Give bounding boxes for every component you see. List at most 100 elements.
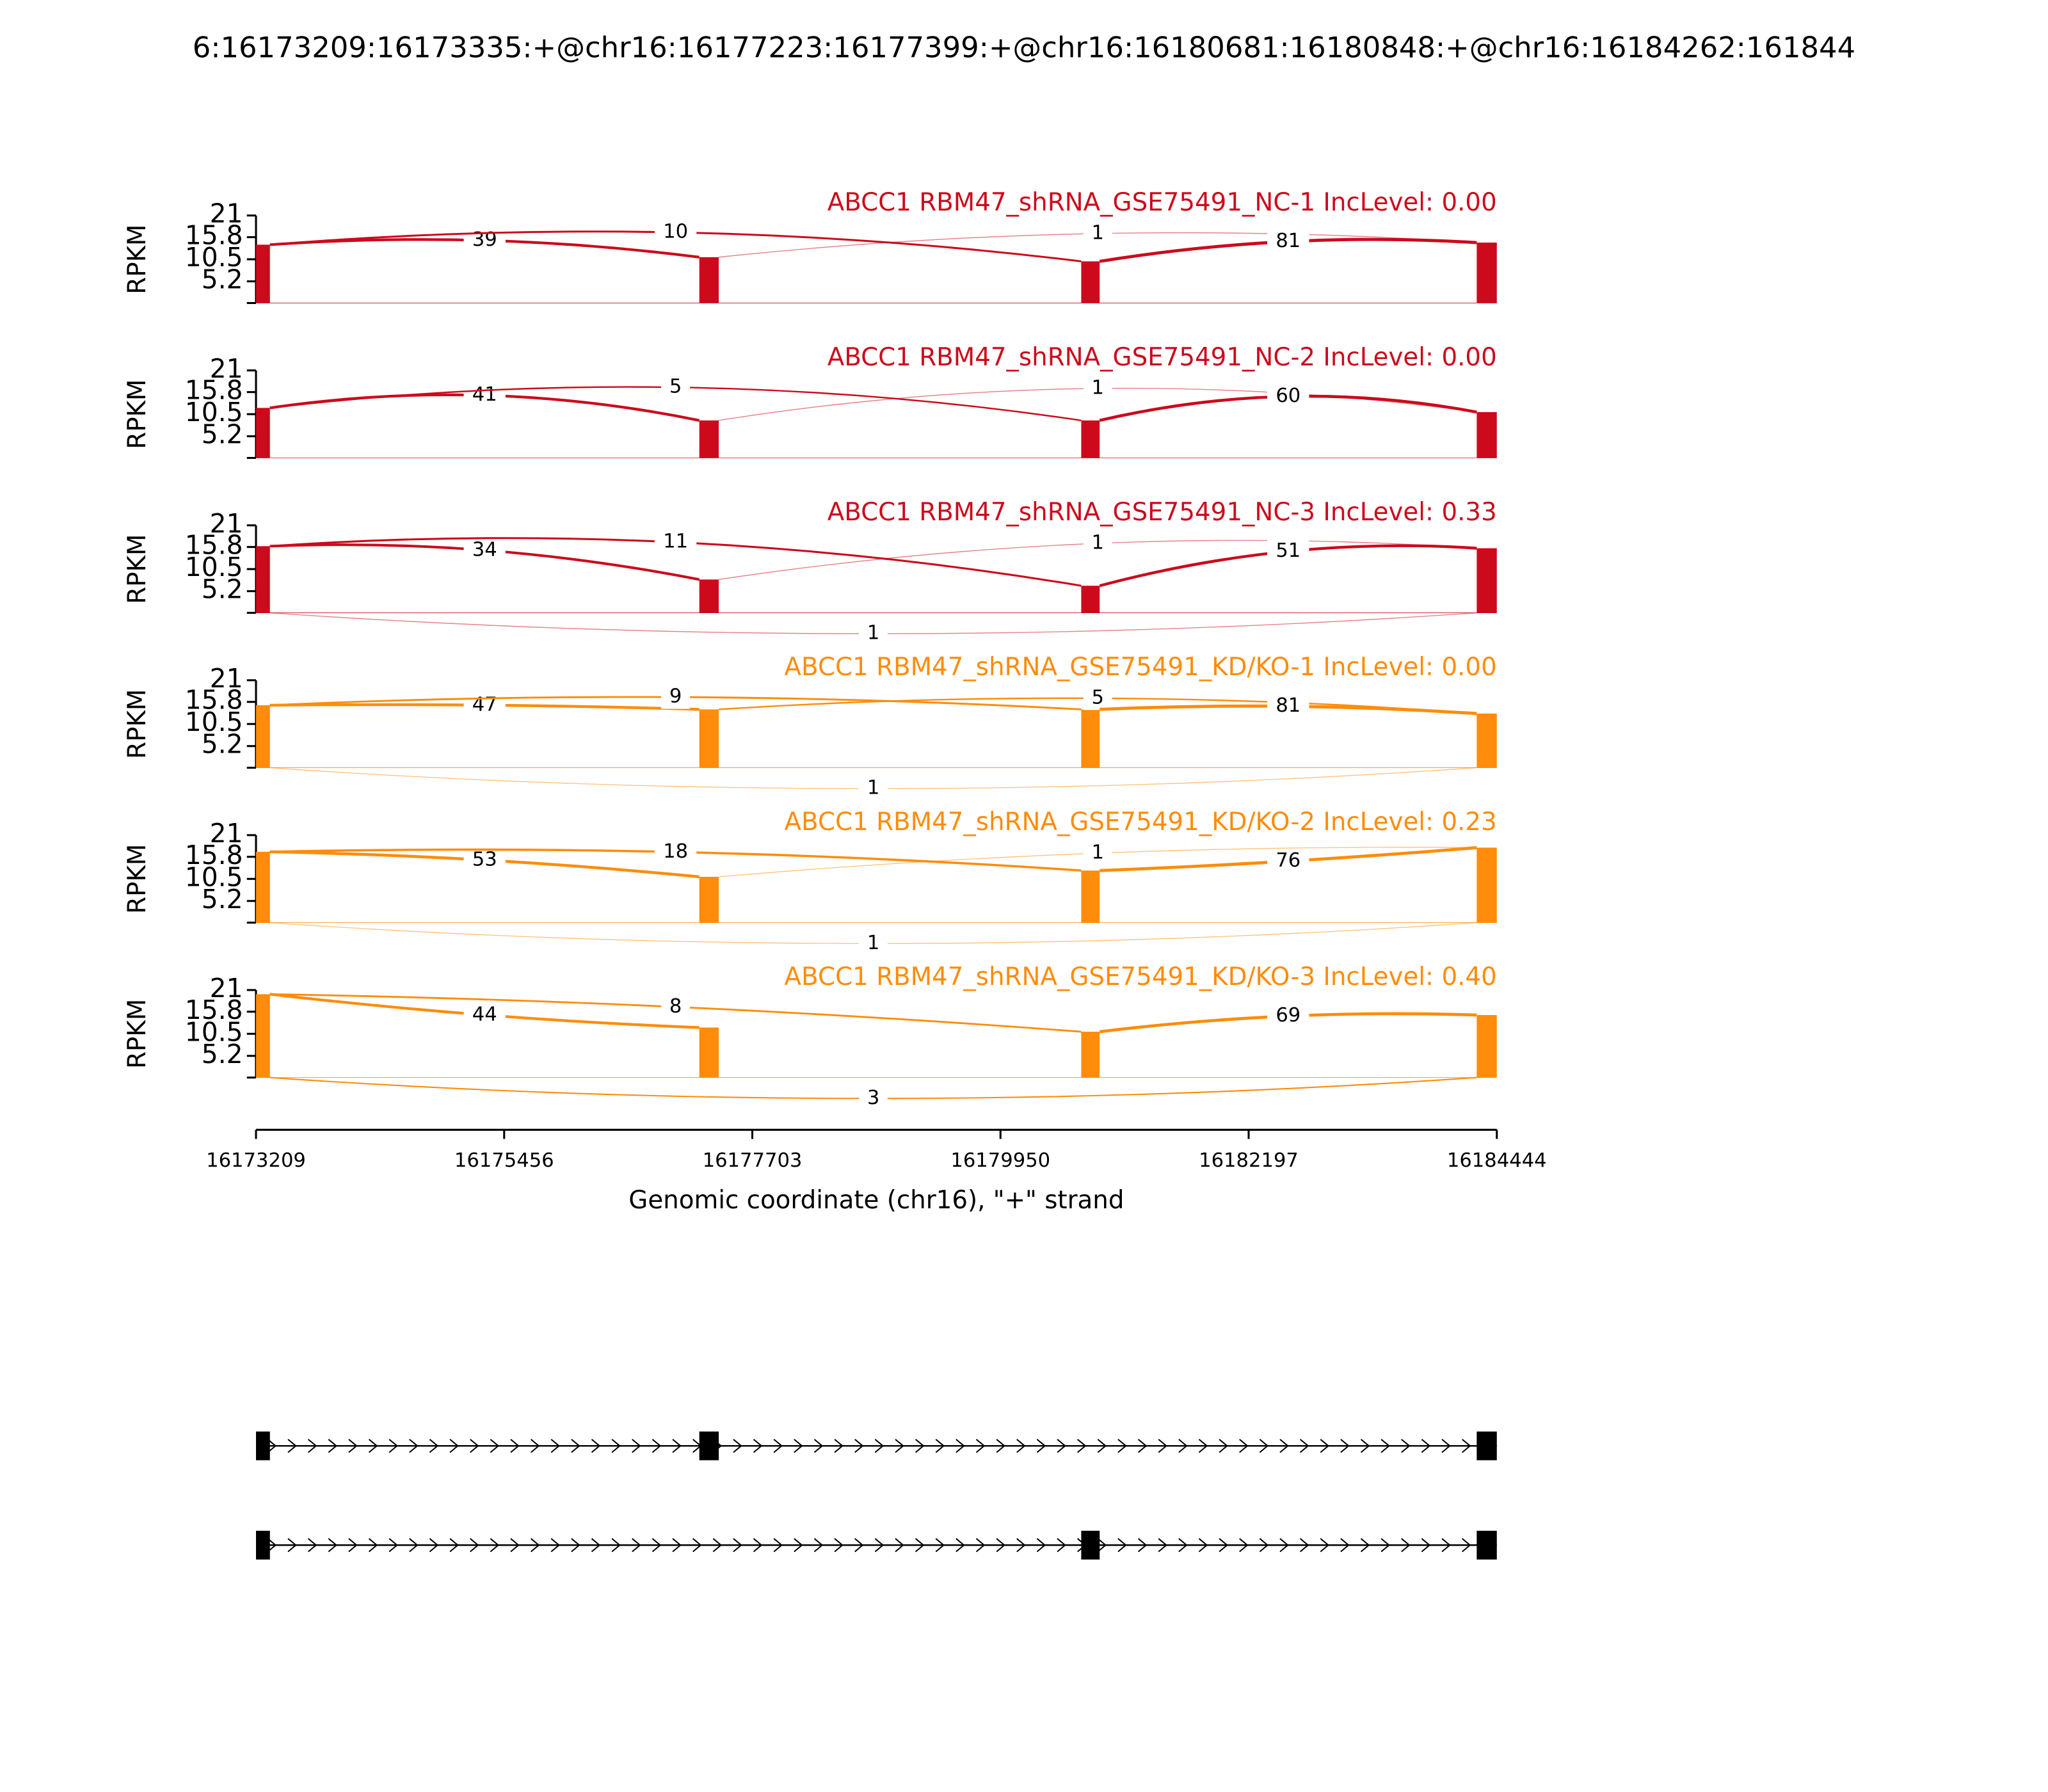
strand-chevron xyxy=(1360,1439,1370,1453)
coverage xyxy=(1476,713,1497,768)
y-tick-label: 15.8 xyxy=(185,530,243,561)
y-tick-label: 10.5 xyxy=(185,242,243,273)
junction-label: 11 xyxy=(663,531,688,553)
strand-chevron xyxy=(915,1538,925,1553)
strand-chevron xyxy=(267,1538,277,1553)
transcript-exon xyxy=(1081,1530,1100,1560)
strand-chevron xyxy=(935,1538,945,1553)
strand-chevron xyxy=(854,1538,864,1553)
strand-chevron xyxy=(1462,1538,1471,1553)
strand-chevron xyxy=(1097,1439,1107,1453)
coverage xyxy=(699,579,719,613)
junction-label: 1 xyxy=(1091,221,1103,244)
junction-label: 3 xyxy=(867,1087,879,1109)
strand-chevron xyxy=(895,1538,904,1553)
x-axis-label: Genomic coordinate (chr16), "+" strand xyxy=(628,1186,1124,1215)
y-tick-label: 15.8 xyxy=(185,840,243,870)
strand-chevron xyxy=(996,1439,1005,1453)
junction-label: 5 xyxy=(669,376,682,398)
coverage xyxy=(256,851,270,923)
y-tick-label: 15.8 xyxy=(185,375,243,406)
strand-chevron xyxy=(996,1538,1005,1553)
panel-title: ABCC1 RBM47_shRNA_GSE75491_KD/KO-2 IncLe… xyxy=(785,808,1497,836)
strand-chevron xyxy=(813,1538,824,1553)
strand-chevron xyxy=(307,1538,317,1553)
strand-chevron xyxy=(1137,1538,1148,1553)
strand-chevron xyxy=(490,1439,500,1453)
junction-label: 9 xyxy=(669,685,682,708)
junction-label-bg xyxy=(1083,531,1112,556)
strand-chevron xyxy=(1036,1538,1046,1553)
junction-label: 5 xyxy=(1091,686,1103,708)
y-tick-label: 5.2 xyxy=(202,1039,243,1069)
strand-chevron xyxy=(510,1538,520,1553)
junction-label-bg xyxy=(654,220,697,244)
coverage xyxy=(1081,709,1100,768)
x-tick-label: 16177703 xyxy=(703,1149,803,1172)
strand-chevron xyxy=(1299,1439,1309,1453)
strand-chevron xyxy=(1219,1538,1228,1553)
strand-chevron xyxy=(409,1439,419,1453)
strand-chevron xyxy=(652,1538,662,1553)
junction-label-bg xyxy=(463,538,506,563)
strand-chevron xyxy=(1299,1538,1309,1553)
y-tick-label: 21 xyxy=(210,353,243,384)
coverage xyxy=(699,420,719,458)
strand-chevron xyxy=(1401,1439,1411,1453)
coverage xyxy=(1081,420,1100,458)
strand-chevron xyxy=(1016,1439,1026,1453)
junction-label-bg xyxy=(654,530,697,554)
strand-chevron xyxy=(267,1439,277,1453)
junction-label-bg xyxy=(859,1086,888,1110)
junction-label-bg xyxy=(661,685,691,709)
strand-chevron xyxy=(490,1538,500,1553)
strand-chevron xyxy=(1158,1439,1168,1453)
strand-chevron xyxy=(692,1538,702,1553)
junction-label-bg xyxy=(859,776,888,801)
strand-chevron xyxy=(1259,1538,1269,1553)
y-tick-label: 5.2 xyxy=(202,574,243,605)
junction-label-bg xyxy=(463,383,506,408)
panel-title: ABCC1 RBM47_shRNA_GSE75491_NC-2 IncLevel… xyxy=(828,343,1497,372)
panel-title: ABCC1 RBM47_shRNA_GSE75491_NC-1 IncLevel… xyxy=(828,188,1497,217)
strand-chevron xyxy=(632,1439,641,1453)
y-tick-label: 15.8 xyxy=(185,995,243,1025)
transcript-exon xyxy=(256,1431,270,1460)
y-tick-label: 5.2 xyxy=(202,264,243,295)
coverage xyxy=(699,709,719,768)
junction-label: 1 xyxy=(1091,842,1103,864)
junction-label: 1 xyxy=(1091,376,1103,399)
strand-chevron xyxy=(975,1439,986,1453)
strand-chevron xyxy=(956,1439,965,1453)
strand-chevron xyxy=(470,1439,479,1453)
junction-label-bg xyxy=(1083,686,1112,710)
y-axis-label: RPKM xyxy=(123,689,152,759)
strand-chevron xyxy=(834,1538,844,1553)
strand-chevron xyxy=(1097,1538,1107,1553)
y-axis-label: RPKM xyxy=(123,380,152,449)
strand-chevron xyxy=(1279,1439,1289,1453)
junction-label: 44 xyxy=(472,1003,497,1025)
strand-chevron xyxy=(1239,1439,1249,1453)
strand-chevron xyxy=(733,1439,742,1453)
strand-chevron xyxy=(287,1538,297,1553)
y-tick-label: 10.5 xyxy=(185,397,243,428)
coverage xyxy=(1476,847,1497,923)
strand-chevron xyxy=(449,1439,459,1453)
junction-label: 51 xyxy=(1276,540,1300,562)
y-tick-label: 5.2 xyxy=(202,419,243,450)
coverage xyxy=(1081,586,1100,613)
strand-chevron xyxy=(429,1538,439,1553)
junction-label: 10 xyxy=(663,221,688,243)
coverage xyxy=(256,408,270,458)
chart-title: 6:16173209:16173335:+@chr16:16177223:161… xyxy=(193,31,1855,65)
transcript-exon xyxy=(1476,1431,1497,1460)
strand-chevron xyxy=(712,1538,723,1553)
y-tick-label: 5.2 xyxy=(202,884,243,915)
coverage xyxy=(699,877,719,923)
strand-chevron xyxy=(1117,1439,1127,1453)
strand-chevron xyxy=(368,1538,378,1553)
y-tick-label: 10.5 xyxy=(185,1016,243,1047)
junction-label-bg xyxy=(859,931,888,956)
x-tick-label: 16175456 xyxy=(454,1149,554,1172)
